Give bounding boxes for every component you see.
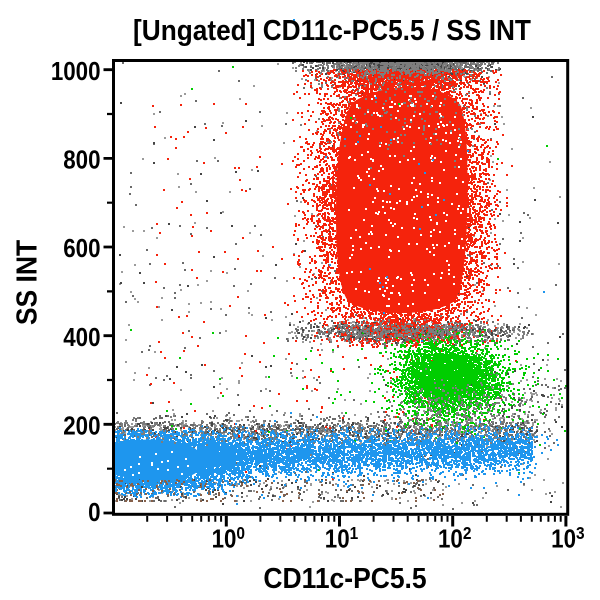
svg-text:103: 103 — [551, 523, 584, 554]
svg-text:800: 800 — [63, 146, 100, 175]
svg-text:CD11c-PC5.5: CD11c-PC5.5 — [263, 562, 426, 594]
svg-text:[Ungated] CD11c-PC5.5 / SS INT: [Ungated] CD11c-PC5.5 / SS INT — [133, 14, 531, 47]
svg-text:400: 400 — [63, 323, 100, 352]
svg-text:101: 101 — [325, 523, 358, 554]
svg-text:SS INT: SS INT — [10, 240, 42, 325]
svg-text:600: 600 — [63, 235, 100, 264]
svg-text:1000: 1000 — [51, 57, 101, 86]
svg-text:200: 200 — [63, 412, 100, 441]
svg-text:102: 102 — [438, 523, 471, 554]
svg-text:100: 100 — [212, 523, 245, 554]
svg-text:0: 0 — [88, 499, 100, 528]
